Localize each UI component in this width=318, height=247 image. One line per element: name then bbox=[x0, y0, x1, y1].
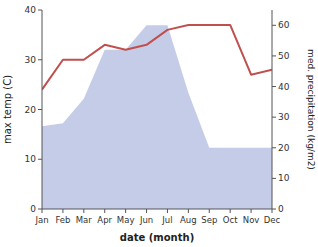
x-tick-label: Sep bbox=[201, 215, 217, 225]
y2-tick-label: 30 bbox=[278, 112, 290, 122]
x-tick bbox=[209, 209, 210, 213]
marks bbox=[42, 25, 272, 209]
x-tick bbox=[167, 209, 168, 213]
x-tick bbox=[230, 209, 231, 213]
x-tick bbox=[251, 209, 252, 213]
y2-tick-label: 60 bbox=[278, 20, 290, 30]
y2-tick bbox=[272, 178, 276, 179]
y2-tick-label: 20 bbox=[278, 143, 290, 153]
x-tick-label: Apr bbox=[97, 215, 112, 225]
y-axis-label: max temp (C) bbox=[2, 75, 13, 144]
y-tick bbox=[38, 10, 42, 11]
x-tick-label: Jan bbox=[34, 215, 48, 225]
y-tick bbox=[38, 209, 42, 210]
y2-tick bbox=[272, 55, 276, 56]
y-tick-label: 40 bbox=[25, 5, 37, 15]
y-tick-label: 30 bbox=[25, 55, 37, 65]
x-tick-label: Oct bbox=[223, 215, 238, 225]
x-tick-label: Dec bbox=[264, 215, 281, 225]
y-tick bbox=[38, 159, 42, 160]
y2-tick-label: 50 bbox=[278, 51, 290, 61]
y2-tick-label: 40 bbox=[278, 82, 290, 92]
temperature-line bbox=[42, 25, 272, 90]
x-tick bbox=[104, 209, 105, 213]
y-tick-label: 0 bbox=[30, 204, 36, 214]
y2-tick bbox=[272, 147, 276, 148]
y2-tick bbox=[272, 25, 276, 26]
x-tick bbox=[188, 209, 189, 213]
x-tick-label: Feb bbox=[55, 215, 70, 225]
x-tick bbox=[125, 209, 126, 213]
x-tick-label: Aug bbox=[180, 215, 197, 225]
x-tick bbox=[83, 209, 84, 213]
x-tick bbox=[146, 209, 147, 213]
y2-tick bbox=[272, 117, 276, 118]
y-tick-label: 20 bbox=[25, 105, 37, 115]
y2-tick-label: 0 bbox=[278, 204, 284, 214]
y2-axis-line bbox=[272, 10, 273, 209]
chart: 0 10 20 30 40 0 10 20 30 40 50 60 Jan Feb Mar Apr May Jun… bbox=[0, 0, 318, 247]
y-tick bbox=[38, 109, 42, 110]
x-tick bbox=[42, 209, 43, 213]
x-axis-line bbox=[42, 209, 272, 210]
x-axis-label: date (month) bbox=[120, 232, 194, 243]
y2-tick bbox=[272, 209, 276, 210]
precipitation-area bbox=[42, 25, 272, 209]
y2-tick-label: 10 bbox=[278, 173, 290, 183]
x-tick-label: Jun bbox=[139, 215, 153, 225]
y2-tick bbox=[272, 86, 276, 87]
x-tick bbox=[272, 209, 273, 213]
y-tick-label: 10 bbox=[25, 154, 37, 164]
x-tick-label: Nov bbox=[243, 215, 260, 225]
x-tick bbox=[62, 209, 63, 213]
y2-axis-label: med. precipitation (kg/m2) bbox=[306, 49, 316, 170]
x-tick-label: Jul bbox=[161, 215, 172, 225]
x-tick-label: Mar bbox=[76, 215, 93, 225]
x-tick-label: May bbox=[117, 215, 135, 225]
y-tick bbox=[38, 59, 42, 60]
